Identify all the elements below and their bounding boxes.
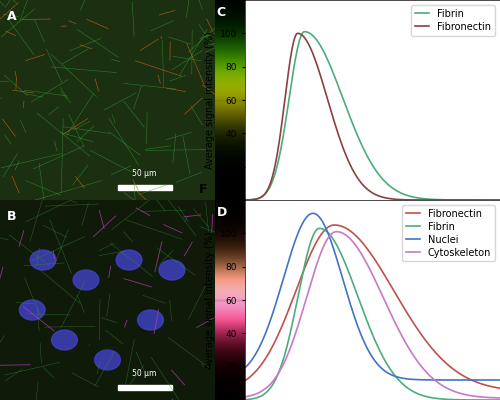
Fibronectin [441, 198, 447, 202]
Cytoskeleton [346, 235, 352, 240]
Fibrin [316, 226, 322, 231]
Text: C: C [216, 6, 226, 19]
Fibronectin [295, 31, 301, 36]
Fibrin [346, 269, 352, 274]
Fibronectin [418, 331, 424, 336]
Ellipse shape [138, 310, 164, 330]
Fibronectin [446, 363, 452, 368]
Fibrin [497, 198, 500, 202]
Nuclei [418, 377, 424, 382]
X-axis label: Z-axis (depth) (μm): Z-axis (depth) (μm) [325, 222, 420, 232]
Nuclei [446, 378, 452, 382]
Fibronectin [268, 179, 274, 184]
Fibrin [441, 197, 447, 202]
Y-axis label: Average signal intensity (%): Average signal intensity (%) [204, 231, 214, 369]
Fibronectin [354, 176, 360, 180]
Nuclei [310, 211, 316, 216]
Fibrin [242, 397, 248, 400]
Fibronectin [441, 359, 447, 364]
Line: Fibronectin: Fibronectin [245, 225, 500, 388]
Fibrin [418, 196, 424, 201]
Ellipse shape [116, 250, 142, 270]
Nuclei [346, 296, 352, 300]
Fibronectin [497, 386, 500, 391]
Fibrin [302, 29, 308, 34]
Text: 50 μm: 50 μm [132, 369, 156, 378]
Text: F: F [199, 183, 207, 196]
Ellipse shape [73, 270, 99, 290]
Fibrin [446, 198, 452, 202]
Cytoskeleton [497, 396, 500, 400]
Line: Fibronectin: Fibronectin [245, 33, 500, 200]
Fibrin [268, 385, 274, 390]
Fibronectin [346, 158, 352, 163]
Ellipse shape [30, 250, 56, 270]
Nuclei [268, 316, 274, 321]
Fibronectin [332, 223, 338, 228]
Fibronectin [268, 347, 274, 352]
Line: Fibrin: Fibrin [245, 228, 500, 400]
Bar [118, 185, 172, 190]
Fibrin [418, 392, 424, 397]
Text: 50 μm: 50 μm [132, 169, 156, 178]
Line: Fibrin: Fibrin [245, 32, 500, 200]
Cytoskeleton [242, 394, 248, 399]
Fibronectin [242, 198, 248, 202]
Ellipse shape [94, 350, 120, 370]
Cytoskeleton [446, 387, 452, 392]
Fibronectin [446, 198, 452, 202]
Ellipse shape [52, 330, 78, 350]
Nuclei [354, 323, 360, 328]
Line: Cytoskeleton: Cytoskeleton [245, 232, 500, 398]
Ellipse shape [159, 260, 185, 280]
Fibronectin [242, 378, 248, 383]
Fibronectin [354, 235, 360, 240]
Text: A: A [6, 10, 16, 23]
Fibronectin [346, 227, 352, 232]
Cytoskeleton [334, 229, 340, 234]
Line: Nuclei: Nuclei [245, 213, 500, 380]
Y-axis label: Average signal intensity (%): Average signal intensity (%) [204, 31, 214, 169]
Text: B: B [6, 210, 16, 223]
Fibronectin [497, 198, 500, 202]
Legend: Fibronectin, Fibrin, Nuclei, Cytoskeleton: Fibronectin, Fibrin, Nuclei, Cytoskeleto… [402, 205, 495, 261]
Nuclei [441, 378, 447, 382]
Fibrin [268, 182, 274, 187]
Fibrin [354, 293, 360, 298]
Cytoskeleton [418, 363, 424, 368]
Fibrin [354, 133, 360, 138]
Cytoskeleton [354, 246, 360, 250]
Fibrin [497, 398, 500, 400]
Fibronectin [418, 198, 424, 202]
Legend: Fibrin, Fibronectin: Fibrin, Fibronectin [411, 5, 495, 36]
Fibrin [446, 397, 452, 400]
Cytoskeleton [441, 384, 447, 389]
Nuclei [242, 365, 248, 370]
Bar [118, 385, 172, 390]
Cytoskeleton [268, 381, 274, 386]
Text: D: D [216, 206, 227, 219]
Fibrin [242, 198, 248, 202]
Fibrin [441, 397, 447, 400]
Nuclei [497, 378, 500, 382]
Ellipse shape [20, 300, 45, 320]
Fibrin [346, 110, 352, 115]
